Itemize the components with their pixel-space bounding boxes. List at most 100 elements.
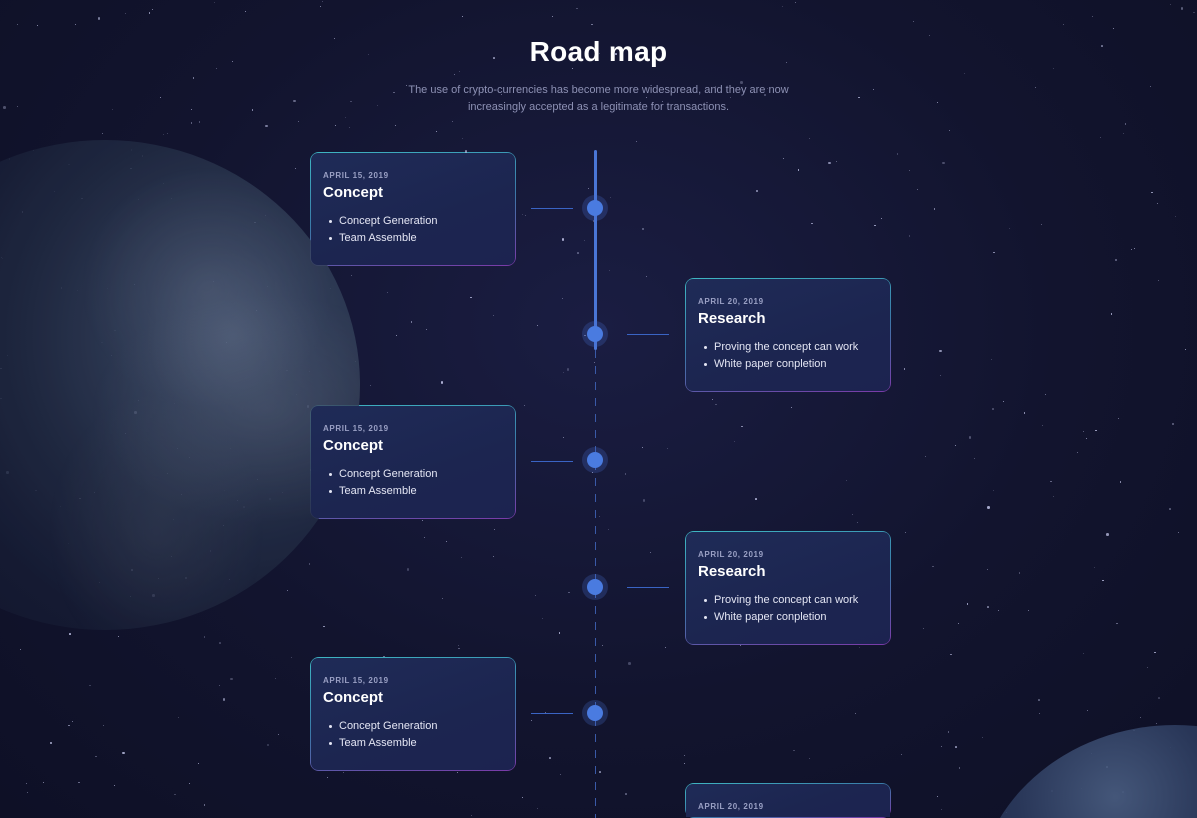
star — [541, 617, 544, 620]
star — [394, 125, 396, 127]
star — [998, 609, 1000, 611]
milestone-card[interactable]: APRIL 20, 2019 Research Proving the conc… — [685, 531, 891, 645]
milestone-date: APRIL 20, 2019 — [698, 550, 764, 559]
star — [903, 368, 906, 370]
star — [334, 124, 337, 127]
star — [625, 793, 627, 795]
milestone-card[interactable]: APRIL 15, 2019 Concept Concept Generatio… — [310, 152, 516, 266]
star — [1093, 566, 1095, 568]
star — [218, 685, 220, 687]
milestone-date: APRIL 15, 2019 — [323, 424, 389, 433]
star — [291, 657, 293, 659]
milestone-list: Proving the concept can work White paper… — [698, 339, 878, 373]
star — [148, 12, 151, 14]
star — [782, 158, 784, 160]
star — [576, 7, 578, 10]
star — [278, 733, 280, 735]
star — [1110, 313, 1113, 315]
star — [712, 399, 714, 401]
star — [667, 447, 669, 449]
star — [797, 169, 800, 171]
star — [599, 771, 601, 773]
star — [163, 134, 165, 136]
star — [1106, 533, 1109, 536]
star — [274, 677, 276, 679]
star — [451, 121, 453, 123]
star — [386, 291, 389, 294]
star — [266, 743, 270, 747]
star — [846, 480, 848, 482]
star — [470, 814, 473, 817]
star — [1169, 508, 1171, 510]
star — [991, 359, 993, 361]
star — [1180, 7, 1184, 10]
star — [426, 329, 428, 331]
star — [1086, 709, 1088, 711]
star — [101, 133, 103, 135]
star — [214, 2, 216, 4]
star — [1052, 495, 1054, 497]
star — [1083, 653, 1085, 655]
star — [423, 537, 425, 539]
star — [493, 314, 495, 316]
star — [97, 17, 101, 20]
milestone-card[interactable]: APRIL 15, 2019 Concept Concept Generatio… — [310, 657, 516, 771]
milestone-list: Concept Generation Team Assemble — [323, 466, 503, 500]
star — [458, 647, 460, 650]
star — [1114, 258, 1118, 262]
star — [230, 677, 233, 681]
milestone-item: Team Assemble — [323, 483, 503, 500]
star — [219, 642, 221, 644]
star — [37, 24, 39, 26]
star — [103, 724, 104, 726]
star — [549, 757, 551, 759]
star — [348, 127, 350, 129]
milestone-card[interactable]: APRIL 20, 2019 Research Proving the conc… — [685, 278, 891, 392]
star — [563, 437, 565, 439]
star — [558, 632, 561, 634]
timeline-dot[interactable] — [582, 700, 608, 726]
star — [642, 499, 646, 502]
milestone-title: Research — [698, 310, 766, 327]
star — [1140, 717, 1142, 719]
star — [1158, 279, 1160, 281]
milestone-title: Concept — [323, 689, 383, 706]
star — [410, 321, 413, 323]
star — [1116, 622, 1118, 625]
star — [992, 490, 994, 492]
milestone-card[interactable]: APRIL 15, 2019 Concept Concept Generatio… — [310, 405, 516, 519]
star — [755, 189, 759, 193]
star — [198, 121, 201, 123]
timeline-dot[interactable] — [582, 195, 608, 221]
star — [955, 746, 957, 748]
timeline-dot[interactable] — [582, 321, 608, 347]
star — [1050, 480, 1052, 483]
timeline-dot[interactable] — [582, 574, 608, 600]
star — [973, 458, 975, 460]
page-subtitle: The use of crypto-currencies has become … — [408, 84, 789, 113]
star — [791, 407, 793, 409]
star — [559, 773, 561, 775]
timeline-progress-line — [594, 150, 597, 350]
star — [811, 222, 813, 225]
star — [16, 24, 18, 26]
star — [1158, 697, 1160, 699]
star — [1169, 4, 1171, 6]
star — [1119, 481, 1122, 483]
star — [1193, 11, 1195, 14]
timeline-dot[interactable] — [582, 447, 608, 473]
star — [591, 23, 593, 26]
star — [609, 269, 611, 271]
star — [566, 368, 570, 371]
milestone-card[interactable]: APRIL 20, 2019 — [685, 783, 891, 818]
star — [1147, 666, 1149, 668]
milestone-date: APRIL 20, 2019 — [698, 297, 764, 306]
star — [1095, 429, 1097, 432]
star — [535, 595, 537, 597]
star — [493, 529, 495, 531]
star — [1113, 27, 1115, 29]
milestone-date: APRIL 20, 2019 — [698, 802, 764, 811]
milestone-item: Concept Generation — [323, 213, 503, 230]
star — [936, 795, 938, 797]
star — [912, 20, 914, 22]
